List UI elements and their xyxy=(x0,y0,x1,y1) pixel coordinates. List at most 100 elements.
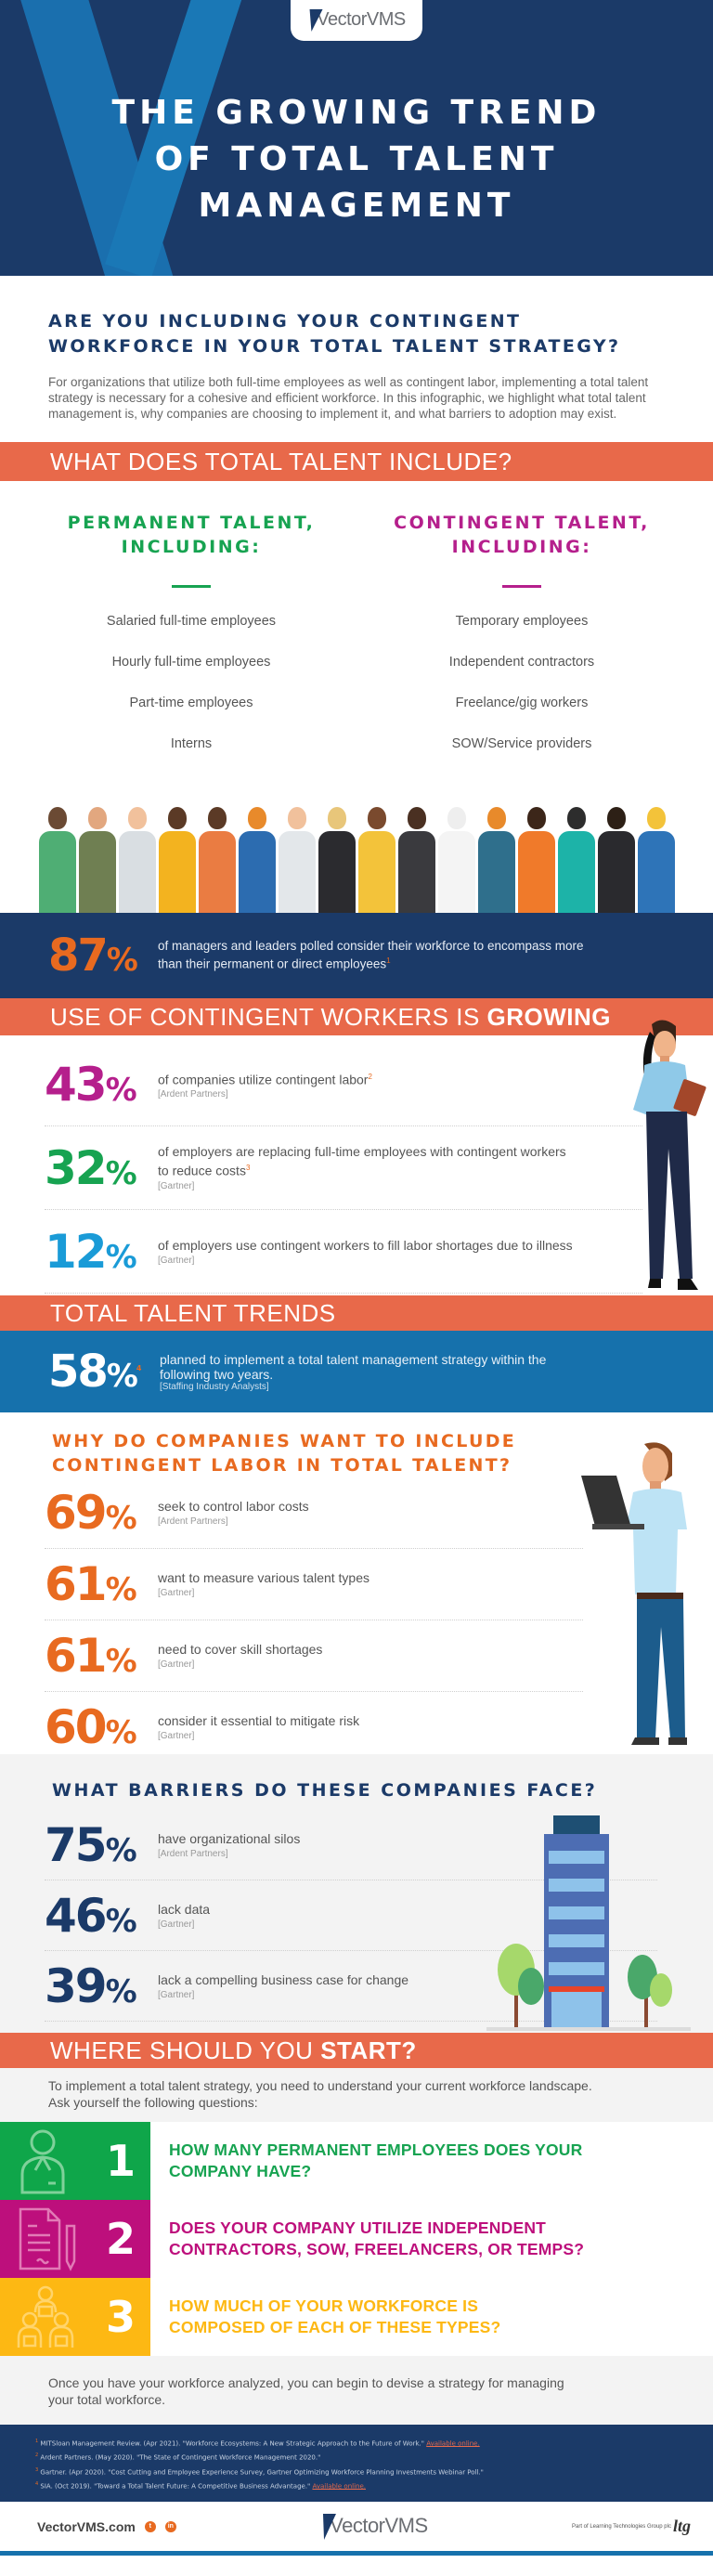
page-title: THE GROWING TREND OF TOTAL TALENT MANAGE… xyxy=(111,94,602,225)
footer-vectorvms-logo[interactable]: VectorVMS xyxy=(318,2513,428,2540)
divider xyxy=(502,585,541,588)
list-item: SOW/Service providers xyxy=(451,736,592,751)
person-icon xyxy=(198,807,236,913)
stat-row: 60% consider it essential to mitigate ri… xyxy=(45,1692,583,1763)
office-building-illustration xyxy=(486,1815,691,2031)
stat-row: 75% have organizational silos [Ardent Par… xyxy=(45,1810,657,1880)
man-with-laptop-illustration xyxy=(581,1442,687,1745)
permanent-talent-column: PERMANENT TALENT, INCLUDING: Salaried fu… xyxy=(0,511,356,775)
stat-source: [Ardent Partners] xyxy=(158,1516,228,1527)
ltg-logo[interactable]: ltg xyxy=(672,2517,691,2536)
footnote-ref[interactable]: 2 xyxy=(368,1072,372,1081)
start-intro: To implement a total talent strategy, yo… xyxy=(0,2068,713,2122)
stat-number: 43% xyxy=(45,1057,137,1112)
question-row: 3 HOW MUCH OF YOUR WORKFORCE IS COMPOSED … xyxy=(0,2278,713,2356)
header-logo-tab[interactable]: VectorVMS xyxy=(291,0,422,41)
workers-crowd-illustration xyxy=(0,792,713,913)
growing-section: 43% of companies utilize contingent labo… xyxy=(0,1020,713,1295)
team-group-icon xyxy=(17,2285,74,2348)
why-heading: WHY DO COMPANIES WANT TO INCLUDE CONTING… xyxy=(52,1431,517,1476)
stat-source: [Staffing Industry Analysts] xyxy=(160,1381,269,1392)
person-icon xyxy=(477,807,515,913)
section-band-include: WHAT DOES TOTAL TALENT INCLUDE? xyxy=(0,442,713,481)
question-tile: 3 xyxy=(0,2278,150,2356)
stat-number: 12% xyxy=(45,1224,137,1279)
question-tile: 1 xyxy=(0,2122,150,2200)
person-icon xyxy=(637,807,675,913)
intro-heading: ARE YOU INCLUDING YOUR CONTINGENT WORKFO… xyxy=(48,311,621,357)
stat-number: 32% xyxy=(45,1140,137,1195)
available-online-link[interactable]: Available online. xyxy=(426,2439,480,2448)
stat-row: 46% lack data [Gartner] xyxy=(45,1880,657,1951)
intro-section: ARE YOU INCLUDING YOUR CONTINGENT WORKFO… xyxy=(0,276,713,442)
person-icon xyxy=(437,807,475,913)
stat-row: 61% need to cover skill shortages [Gartne… xyxy=(45,1620,583,1692)
footnote-ref[interactable]: 3 xyxy=(245,1164,251,1173)
list-item: Interns xyxy=(170,736,213,751)
list-item: Salaried full-time employees xyxy=(106,614,277,629)
why-section: WHY DO COMPANIES WANT TO INCLUDE CONTING… xyxy=(0,1412,713,1763)
reference-item: 4 SIA. (Oct 2019). "Toward a Total Talen… xyxy=(35,2480,367,2491)
stat-number: 58%4 xyxy=(48,1346,141,1398)
stat-number: 61% xyxy=(45,1629,137,1683)
stat-source: [Gartner] xyxy=(158,1659,195,1670)
section-band-growing: USE OF CONTINGENT WORKERS IS GROWING xyxy=(0,998,713,1035)
available-online-link[interactable]: Available online. xyxy=(312,2482,367,2491)
section-band-trends: TOTAL TALENT TRENDS xyxy=(0,1295,713,1331)
reference-item: 2 Ardent Partners. (May 2020). "The Stat… xyxy=(35,2452,321,2462)
list-item: Part-time employees xyxy=(129,696,253,710)
stat-source: [Ardent Partners] xyxy=(158,1089,228,1100)
stat-source: [Gartner] xyxy=(158,1989,195,2000)
barriers-section: WHAT BARRIERS DO THESE COMPANIES FACE? 7… xyxy=(0,1754,713,2033)
person-icon xyxy=(38,807,76,913)
twitter-icon[interactable]: t xyxy=(144,2520,156,2532)
talent-types-section: PERMANENT TALENT, INCLUDING: Salaried fu… xyxy=(0,481,713,792)
stat-number: 69% xyxy=(45,1486,137,1540)
hero-banner: VectorVMS THE GROWING TREND OF TOTAL TAL… xyxy=(0,0,713,276)
website-link[interactable]: VectorVMS.com xyxy=(37,2518,136,2534)
barriers-heading: WHAT BARRIERS DO THESE COMPANIES FACE? xyxy=(52,1780,598,1801)
person-icon xyxy=(557,807,595,913)
linkedin-icon[interactable]: in xyxy=(164,2520,176,2532)
stat-source: [Gartner] xyxy=(158,1255,195,1266)
contract-document-icon xyxy=(19,2207,76,2271)
stat-source: [Ardent Partners] xyxy=(158,1848,228,1859)
stat-number: 87% xyxy=(48,930,138,982)
stat-row: 39% lack a compelling business case for … xyxy=(45,1951,657,2022)
stat-87-banner: 87% of managers and leaders polled consi… xyxy=(0,913,713,998)
question-row: 2 DOES YOUR COMPANY UTILIZE INDEPENDENT C… xyxy=(0,2200,713,2278)
person-icon xyxy=(158,807,196,913)
list-item: Temporary employees xyxy=(455,614,589,629)
stat-number: 61% xyxy=(45,1557,137,1611)
stat-row: 43% of companies utilize contingent labo… xyxy=(45,1043,642,1126)
stat-source: [Gartner] xyxy=(158,1180,195,1191)
person-icon xyxy=(78,807,116,913)
footnote-ref[interactable]: 1 xyxy=(386,956,391,966)
stat-row: 69% seek to control labor costs [Ardent P… xyxy=(45,1477,583,1549)
list-item: Independent contractors xyxy=(448,655,595,670)
stat-row: 12% of employers use contingent workers … xyxy=(45,1210,642,1294)
question-text: HOW MANY PERMANENT EMPLOYEES DOES YOUR CO… xyxy=(169,2140,583,2180)
person-icon xyxy=(318,807,356,913)
stat-58-banner: 58%4 planned to implement a total talent… xyxy=(0,1331,713,1412)
parent-company: Part of Learning Technologies Group plc … xyxy=(572,2517,691,2536)
employee-icon xyxy=(20,2129,65,2194)
person-icon xyxy=(278,807,316,913)
footnote-ref[interactable]: 4 xyxy=(136,1364,141,1373)
stat-source: [Gartner] xyxy=(158,1731,195,1741)
footer: VectorVMS.com t in VectorVMS Part of Lea… xyxy=(0,2502,713,2556)
permanent-heading: PERMANENT TALENT, INCLUDING: xyxy=(67,513,316,557)
stat-source: [Gartner] xyxy=(158,1919,195,1930)
permanent-list: Salaried full-time employees Hourly full… xyxy=(26,612,356,775)
woman-with-clipboard-illustration xyxy=(633,1020,707,1290)
stat-description: of managers and leaders polled consider … xyxy=(158,939,584,971)
list-item: Hourly full-time employees xyxy=(111,655,271,670)
divider xyxy=(172,585,211,588)
person-icon xyxy=(357,807,395,913)
stat-number: 46% xyxy=(45,1888,137,1943)
closing-text: Once you have your workforce analyzed, y… xyxy=(0,2356,713,2425)
footer-site: VectorVMS.com t in xyxy=(37,2519,176,2534)
person-icon xyxy=(397,807,435,913)
stat-number: 75% xyxy=(45,1817,137,1872)
